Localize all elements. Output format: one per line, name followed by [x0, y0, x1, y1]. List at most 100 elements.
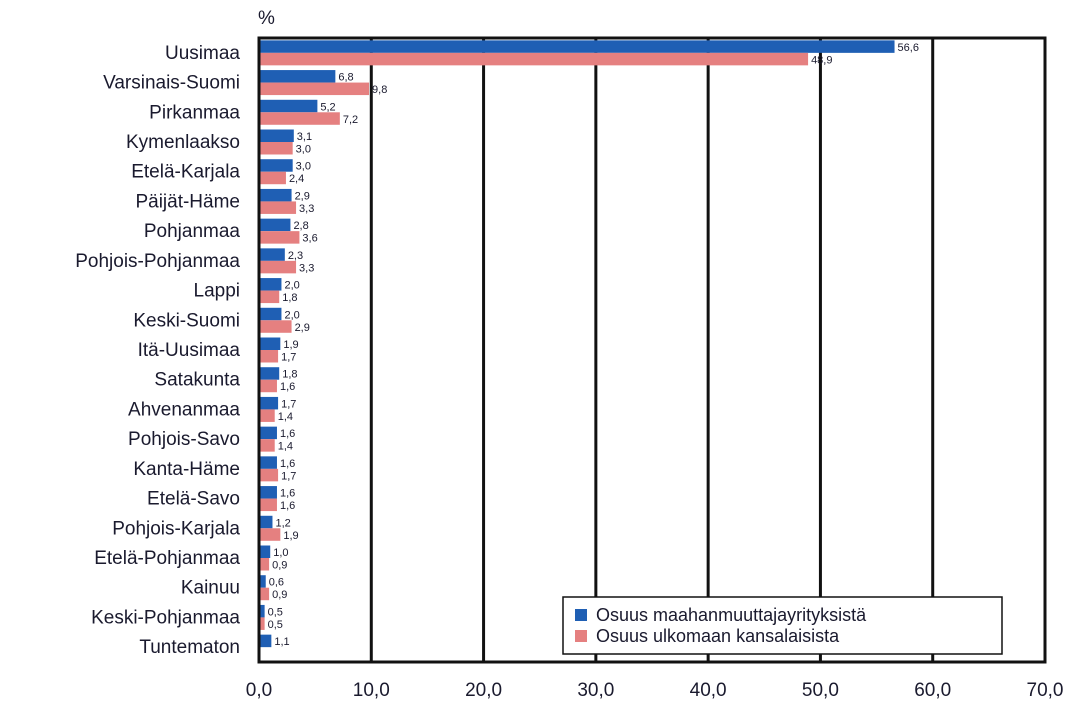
bar-foreign-citizens	[259, 112, 340, 125]
value-label: 0,5	[268, 606, 283, 618]
bar-foreign-citizens	[259, 468, 279, 482]
category-label: Keski-Suomi	[133, 310, 240, 331]
plot-frame	[257, 36, 1047, 664]
legend-box	[562, 596, 1003, 655]
x-tick-label: 70,0	[1027, 680, 1064, 701]
value-label: 1,1	[274, 636, 289, 648]
bar-immigrant-firms	[259, 634, 272, 648]
value-label: 1,6	[280, 458, 295, 470]
category-label: Päijät-Häme	[135, 191, 240, 212]
category-label: Varsinais-Suomi	[103, 73, 240, 94]
bar-foreign-citizens	[259, 587, 270, 601]
value-label: 1,7	[281, 352, 296, 364]
value-label: 48,9	[811, 54, 832, 66]
bar-foreign-citizens	[259, 379, 277, 393]
category-label: Kymenlaakso	[126, 132, 240, 153]
bar-foreign-citizens	[259, 52, 809, 66]
bar-foreign-citizens	[259, 231, 300, 244]
value-label: 1,4	[278, 411, 293, 423]
bar-foreign-citizens	[259, 320, 292, 333]
bar-immigrant-firms	[259, 129, 294, 142]
bar-foreign-citizens	[259, 409, 275, 422]
bar-immigrant-firms	[259, 218, 291, 232]
category-label: Pohjanmaa	[144, 221, 241, 242]
category-label: Kainuu	[181, 578, 240, 599]
category-label: Tuntematon	[139, 637, 240, 658]
value-label: 6,8	[338, 72, 353, 84]
value-label: 7,2	[343, 114, 358, 126]
value-label: 9,8	[372, 84, 387, 96]
bar-immigrant-firms	[259, 456, 277, 469]
x-tick-label: 10,0	[353, 680, 390, 701]
value-label: 2,3	[288, 250, 303, 262]
category-labels: Uusimaa Varsinais-Suomi Pirkanmaa Kymenlaak…	[75, 43, 240, 658]
bar-foreign-citizens	[259, 260, 297, 274]
value-label: 3,0	[296, 144, 311, 156]
category-label: Itä-Uusimaa	[138, 340, 241, 361]
value-label: 1,9	[283, 339, 298, 351]
legend-swatch-foreign-citizens	[575, 630, 587, 642]
value-label: 5,2	[320, 101, 335, 113]
bar-foreign-citizens	[259, 350, 279, 363]
bar-foreign-citizens	[259, 290, 280, 304]
category-label: Etelä-Pohjanmaa	[94, 548, 240, 569]
bar-immigrant-firms	[259, 426, 277, 440]
value-label: 1,9	[283, 530, 298, 542]
legend-label-immigrant-firms: Osuus maahanmuuttajayrityksistä	[596, 605, 867, 625]
bar-foreign-citizens	[259, 558, 270, 571]
bar-immigrant-firms	[259, 515, 273, 529]
value-label: 56,6	[898, 42, 919, 54]
value-labels: 56,648,96,89,85,27,23,13,03,02,42,93,32,…	[268, 42, 919, 648]
x-tick-label: 40,0	[690, 680, 727, 701]
bar-foreign-citizens	[259, 439, 275, 452]
value-label: 3,3	[299, 262, 314, 274]
value-label: 2,0	[284, 280, 299, 292]
bar-foreign-citizens	[259, 201, 297, 214]
value-label: 1,4	[278, 441, 293, 453]
bar-foreign-citizens	[259, 498, 277, 512]
x-tick-label: 30,0	[577, 680, 614, 701]
category-label: Etelä-Karjala	[131, 162, 240, 183]
value-label: 3,1	[297, 131, 312, 143]
category-label: Ahvenanmaa	[128, 399, 240, 420]
value-label: 2,0	[284, 309, 299, 321]
value-label: 1,6	[280, 488, 295, 500]
category-label: Kanta-Häme	[133, 459, 240, 480]
bar-immigrant-firms	[259, 70, 336, 83]
x-tick-label: 20,0	[465, 680, 502, 701]
value-label: 1,6	[280, 500, 295, 512]
value-label: 0,9	[272, 560, 287, 572]
bar-immigrant-firms	[259, 575, 266, 588]
gridlines	[369, 38, 935, 662]
category-label: Etelä-Savo	[147, 489, 240, 510]
value-label: 2,9	[295, 322, 310, 334]
unit-label: %	[258, 8, 275, 29]
bar-foreign-citizens	[259, 528, 281, 541]
category-label: Pohjois-Savo	[128, 429, 240, 450]
bar-immigrant-firms	[259, 337, 281, 350]
x-tick-label: 60,0	[914, 680, 951, 701]
bar-immigrant-firms	[259, 604, 265, 618]
bar-foreign-citizens	[259, 617, 265, 630]
category-label: Uusimaa	[165, 43, 240, 64]
bar-immigrant-firms	[259, 40, 895, 53]
category-label: Satakunta	[154, 370, 240, 391]
bar-immigrant-firms	[259, 486, 277, 499]
bar-immigrant-firms	[259, 307, 282, 321]
bar-immigrant-firms	[259, 278, 282, 291]
bar-immigrant-firms	[259, 188, 292, 202]
x-tick-labels: 0,0 10,0 20,0 30,0 40,0 50,0 60,0 70,0	[246, 680, 1064, 701]
category-label: Keski-Pohjanmaa	[91, 607, 240, 628]
legend: Osuus maahanmuuttajayrityksistä Osuus ul…	[562, 596, 1003, 655]
bar-immigrant-firms	[259, 99, 318, 113]
x-tick-label: 50,0	[802, 680, 839, 701]
value-label: 0,6	[269, 577, 284, 589]
value-label: 1,6	[280, 381, 295, 393]
value-label: 3,0	[296, 161, 311, 173]
bar-foreign-citizens	[259, 171, 286, 185]
x-tick-label: 0,0	[246, 680, 272, 701]
value-label: 1,8	[282, 292, 297, 304]
value-label: 3,6	[302, 233, 317, 245]
value-label: 1,0	[273, 547, 288, 559]
